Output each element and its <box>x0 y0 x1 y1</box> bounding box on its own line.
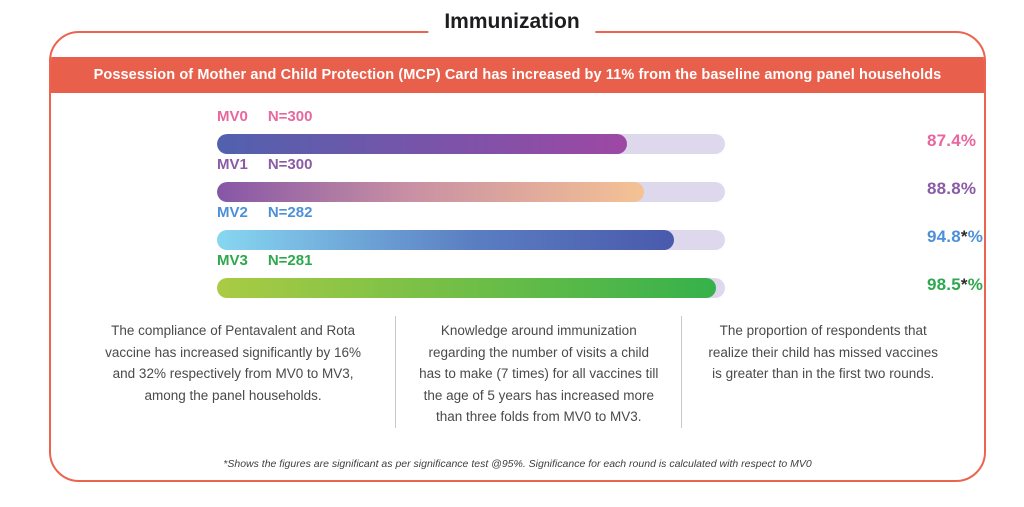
bar-row-mv0: MV0 N=300 87.4% <box>217 109 984 154</box>
insight-text: The proportion of respondents that reali… <box>708 323 938 382</box>
bar-row-mv1: MV1 N=300 88.8% <box>217 157 984 202</box>
value-number: 98.5 <box>927 275 961 294</box>
sample-size-label: N=300 <box>267 108 313 125</box>
bar-fill <box>217 182 644 202</box>
value-number: 94.8 <box>927 227 961 246</box>
insight-missed-vaccines: The proportion of respondents that reali… <box>682 316 964 428</box>
bar-label: MV0 N=300 <box>217 109 984 125</box>
bar-value: 98.5*% <box>927 275 983 295</box>
bar-track <box>217 278 725 298</box>
bar-track <box>217 230 725 250</box>
bar-label: MV3 N=281 <box>217 253 984 269</box>
bar-fill <box>217 134 628 154</box>
round-label: MV3 <box>217 252 248 269</box>
round-label: MV2 <box>217 204 248 221</box>
bar-value: 94.8*% <box>927 227 983 247</box>
bar-label: MV1 N=300 <box>217 157 984 173</box>
bar-row-mv2: MV2 N=282 94.8*% <box>217 205 984 250</box>
content-panel: Possession of Mother and Child Protectio… <box>49 31 986 482</box>
bar-value: 87.4% <box>927 131 976 151</box>
round-label: MV0 <box>217 108 248 125</box>
bar-row-mv3: MV3 N=281 98.5*% <box>217 253 984 298</box>
value-unit: % <box>967 227 984 246</box>
significance-footnote: *Shows the figures are significant as pe… <box>223 458 812 470</box>
bar-chart: MV0 N=300 87.4% MV1 N=300 88.8% <box>51 109 984 298</box>
headline-banner: Possession of Mother and Child Protectio… <box>51 57 984 93</box>
page-title: Immunization <box>428 10 596 34</box>
value-unit: % <box>967 275 984 294</box>
bar-fill <box>217 278 716 298</box>
bar-fill <box>217 230 675 250</box>
sample-size-label: N=281 <box>267 252 313 269</box>
value-unit: % <box>960 131 977 150</box>
bar-track <box>217 134 725 154</box>
headline-text: Possession of Mother and Child Protectio… <box>93 67 942 83</box>
significance-star: * <box>960 275 968 294</box>
value-number: 88.8 <box>927 179 961 198</box>
sample-size-label: N=282 <box>267 204 313 221</box>
bar-track <box>217 182 725 202</box>
insight-knowledge-visits: Knowledge around immunization regarding … <box>395 316 683 428</box>
insight-pentavalent-rota: The compliance of Pentavalent and Rota v… <box>71 316 395 428</box>
round-label: MV1 <box>217 156 248 173</box>
bar-value: 88.8% <box>927 179 976 199</box>
insight-text: The compliance of Pentavalent and Rota v… <box>105 323 362 403</box>
bar-label: MV2 N=282 <box>217 205 984 221</box>
significance-star: * <box>960 227 968 246</box>
insight-text: Knowledge around immunization regarding … <box>419 323 659 425</box>
sample-size-label: N=300 <box>267 156 313 173</box>
insight-columns: The compliance of Pentavalent and Rota v… <box>51 316 984 428</box>
value-unit: % <box>960 179 977 198</box>
value-number: 87.4 <box>927 131 961 150</box>
